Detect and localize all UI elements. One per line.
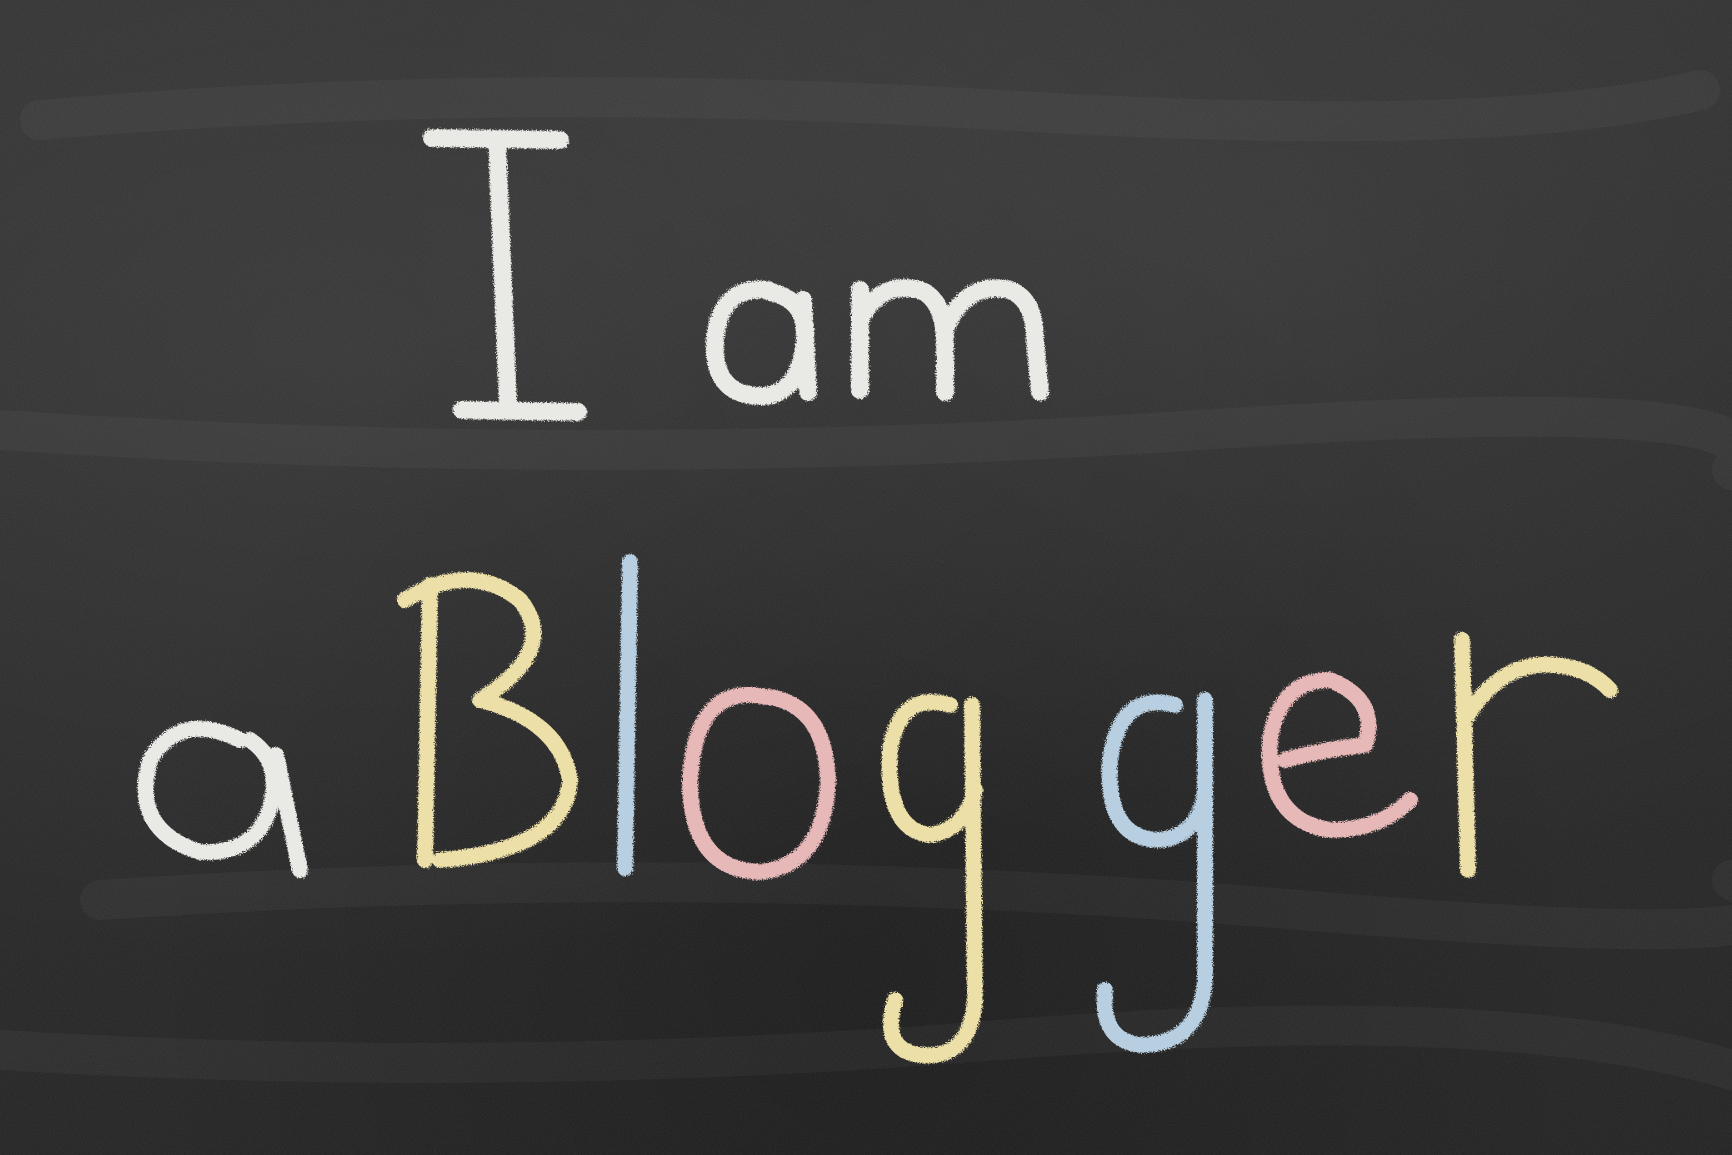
line1-drawing <box>423 129 1049 421</box>
line2-drawing <box>137 554 1618 1064</box>
